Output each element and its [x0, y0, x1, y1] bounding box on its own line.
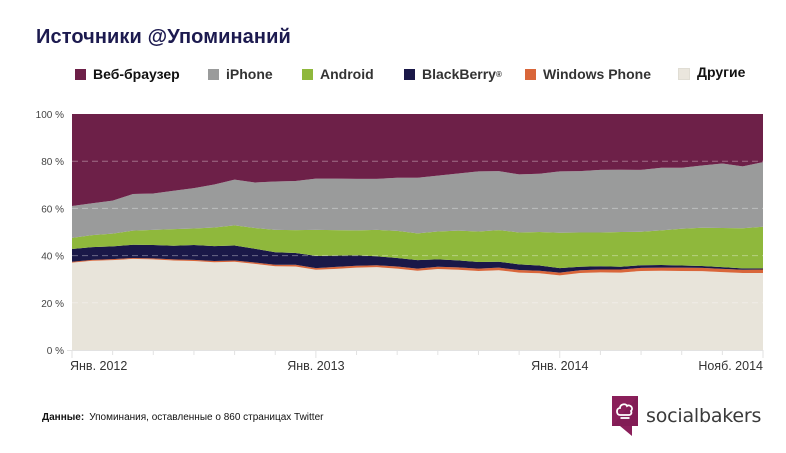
legend-label-windows-phone: Windows Phone [543, 66, 651, 82]
brand-name: socialbakers [646, 405, 762, 427]
area-iphone [72, 162, 763, 238]
y-tick-label: 100 % [36, 110, 64, 121]
x-tick-label: Янв. 2012 [70, 359, 127, 373]
legend-swatch-blackberry [404, 68, 415, 80]
area-others [72, 258, 763, 350]
area-blackberry [72, 244, 763, 273]
socialbakers-logo: socialbakers [612, 396, 761, 436]
page-title: Источники @Упоминаний [36, 26, 291, 48]
legend-item-web: Веб-браузер [75, 66, 180, 82]
y-tick-label: 80 % [41, 157, 64, 168]
legend-item-windows-phone: Windows Phone [525, 66, 651, 82]
legend-item-android: Android [302, 66, 374, 82]
area-web [72, 114, 763, 207]
legend-label-iphone: iPhone [226, 66, 273, 82]
legend-swatch-web [75, 68, 86, 80]
chef-hat-icon [612, 396, 638, 436]
x-tick-label: Янв. 2013 [287, 359, 344, 373]
legend-label-web: Веб-браузер [93, 66, 180, 82]
y-tick-label: 40 % [41, 252, 64, 263]
data-source-label: Данные: [42, 412, 85, 423]
axes: 0 % 20 % 40 % 60 % 80 % 100 % Янв. 2012 Янв. 20… [36, 110, 764, 373]
x-tick-label: Нояб. 2014 [698, 359, 763, 373]
y-tick-label: 20 % [41, 299, 64, 310]
legend-swatch-windows-phone [525, 68, 536, 80]
y-tick-label: 0 % [47, 346, 64, 357]
area-layers [72, 114, 763, 350]
legend-label-android: Android [320, 66, 374, 82]
area-android [72, 225, 763, 269]
legend-item-blackberry: BlackBerry ® [404, 66, 502, 82]
legend-label-others: Другие [697, 64, 746, 80]
legend-item-others: Другие [678, 64, 745, 80]
legend-swatch-others [678, 67, 690, 80]
area-windows [72, 257, 763, 276]
legend-item-iphone: iPhone [208, 66, 273, 82]
legend-swatch-iphone [208, 68, 219, 80]
x-tick-label: Янв. 2014 [531, 359, 588, 373]
chart-legend: Веб-браузер iPhone Android BlackBerry ® W… [0, 64, 786, 86]
y-tick-label: 60 % [41, 204, 64, 215]
registered-mark: ® [495, 69, 502, 79]
legend-swatch-android [302, 68, 313, 80]
data-source-note: Данные: Упоминания, оставленные о 860 стр… [42, 412, 323, 423]
gridlines [72, 160, 763, 304]
legend-label-blackberry: BlackBerry [422, 66, 496, 82]
data-source-text: Упоминания, оставленные о 860 страницах … [89, 412, 324, 423]
